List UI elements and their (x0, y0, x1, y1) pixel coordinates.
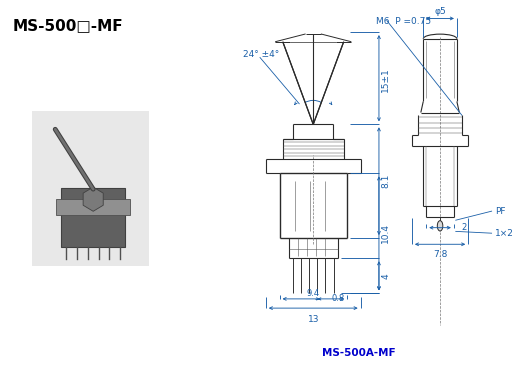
Bar (32, 111, 149, 266)
Text: 0.8: 0.8 (331, 294, 344, 303)
Text: 1×2: 1×2 (495, 229, 514, 238)
Bar (61, 188, 125, 247)
Text: 4: 4 (381, 273, 390, 279)
Text: MS-500A-MF: MS-500A-MF (322, 348, 396, 358)
Text: PF: PF (495, 207, 506, 215)
Text: 2: 2 (462, 223, 467, 232)
Text: 13: 13 (308, 315, 319, 324)
Ellipse shape (437, 221, 443, 231)
Text: 24° ±4°: 24° ±4° (243, 50, 279, 59)
Bar (56, 199, 130, 215)
Text: φ5: φ5 (434, 7, 446, 15)
Text: 8.1: 8.1 (381, 174, 390, 188)
Text: 9.4: 9.4 (307, 289, 320, 298)
Polygon shape (83, 187, 103, 211)
Text: 7.8: 7.8 (433, 250, 447, 259)
Text: 15±1: 15±1 (381, 67, 390, 92)
Text: 10.4: 10.4 (381, 223, 390, 244)
Text: MS-500□-MF: MS-500□-MF (13, 18, 123, 34)
Text: M6  P =0.75: M6 P =0.75 (376, 17, 431, 25)
